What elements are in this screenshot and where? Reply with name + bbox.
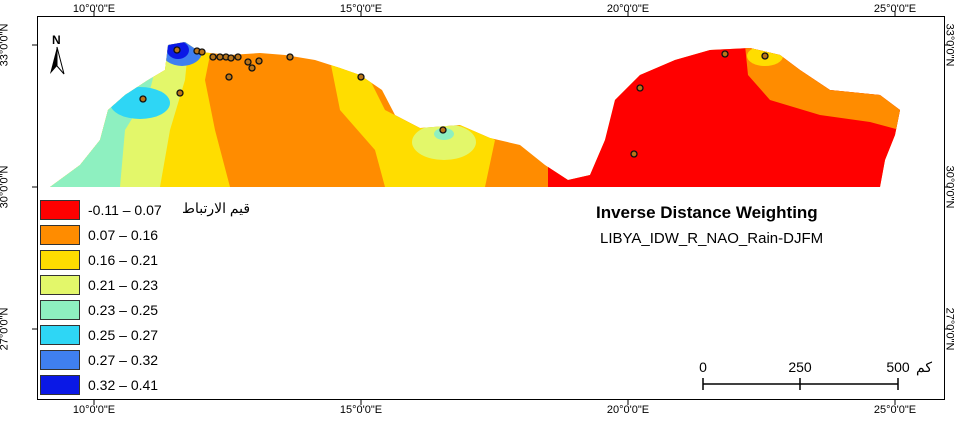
- zone-west-cyan: [110, 87, 170, 119]
- legend-label: 0.16 – 0.21: [88, 252, 159, 268]
- lon-label-bottom-25: 25°0'0"E: [873, 404, 917, 416]
- lon-label-top-15: 15°0'0"E: [339, 3, 383, 15]
- legend-item: 0.32 – 0.41: [40, 375, 158, 395]
- legend-item: 0.16 – 0.21: [40, 250, 158, 270]
- legend-item: -0.11 – 0.07: [40, 200, 162, 220]
- legend-label: 0.32 – 0.41: [88, 377, 159, 393]
- legend-item: 0.27 – 0.32: [40, 350, 158, 370]
- zone-central-lightgreen: [412, 124, 476, 160]
- north-label: N: [52, 33, 61, 47]
- lon-label-bottom-10: 10°0'0"E: [72, 404, 116, 416]
- north-arrow-icon: [50, 46, 65, 75]
- map-subtitle: LIBYA_IDW_R_NAO_Rain-DJFM: [600, 230, 824, 247]
- legend-label: 0.23 – 0.25: [88, 302, 159, 318]
- station-points: [139, 46, 769, 158]
- legend-swatch-yellow: [40, 250, 80, 270]
- legend-item: 0.07 – 0.16: [40, 225, 158, 245]
- legend-label: 0.21 – 0.23: [88, 277, 159, 293]
- frame-ticks: [32, 11, 950, 405]
- legend-swatch-red: [40, 200, 80, 220]
- scale-bar: [702, 378, 899, 390]
- lon-label-bottom-15: 15°0'0"E: [339, 404, 383, 416]
- legend-swatch-lightgreen: [40, 275, 80, 295]
- legend-item: 0.21 – 0.23: [40, 275, 158, 295]
- lon-label-top-20: 20°0'0"E: [606, 3, 650, 15]
- lon-label-top-25: 25°0'0"E: [873, 3, 917, 15]
- map-title: Inverse Distance Weighting: [596, 203, 818, 222]
- legend-label: 0.27 – 0.32: [88, 352, 159, 368]
- legend-swatch-darkblue: [40, 375, 80, 395]
- legend-swatch-mint: [40, 300, 80, 320]
- legend-swatch-cyan: [40, 325, 80, 345]
- scale-label-0: 0: [699, 359, 707, 375]
- lon-label-top-10: 10°0'0"E: [72, 3, 116, 15]
- scale-unit: كم: [916, 359, 932, 375]
- legend-label: -0.11 – 0.07: [88, 202, 162, 218]
- legend-label: 0.25 – 0.27: [88, 327, 159, 343]
- legend-label: 0.07 – 0.16: [88, 227, 159, 243]
- zone-east-orange: [745, 45, 900, 130]
- legend-item: 0.25 – 0.27: [40, 325, 158, 345]
- lon-label-bottom-20: 20°0'0"E: [606, 404, 650, 416]
- legend-item: 0.23 – 0.25: [40, 300, 158, 320]
- legend-swatch-orange: [40, 225, 80, 245]
- scale-label-500: 500: [886, 359, 910, 375]
- legend-swatch-blue: [40, 350, 80, 370]
- scale-label-250: 250: [788, 359, 812, 375]
- zone-central-mint: [434, 128, 454, 140]
- legend-title: قيم الارتباط: [182, 200, 251, 216]
- idw-surface: [50, 42, 900, 187]
